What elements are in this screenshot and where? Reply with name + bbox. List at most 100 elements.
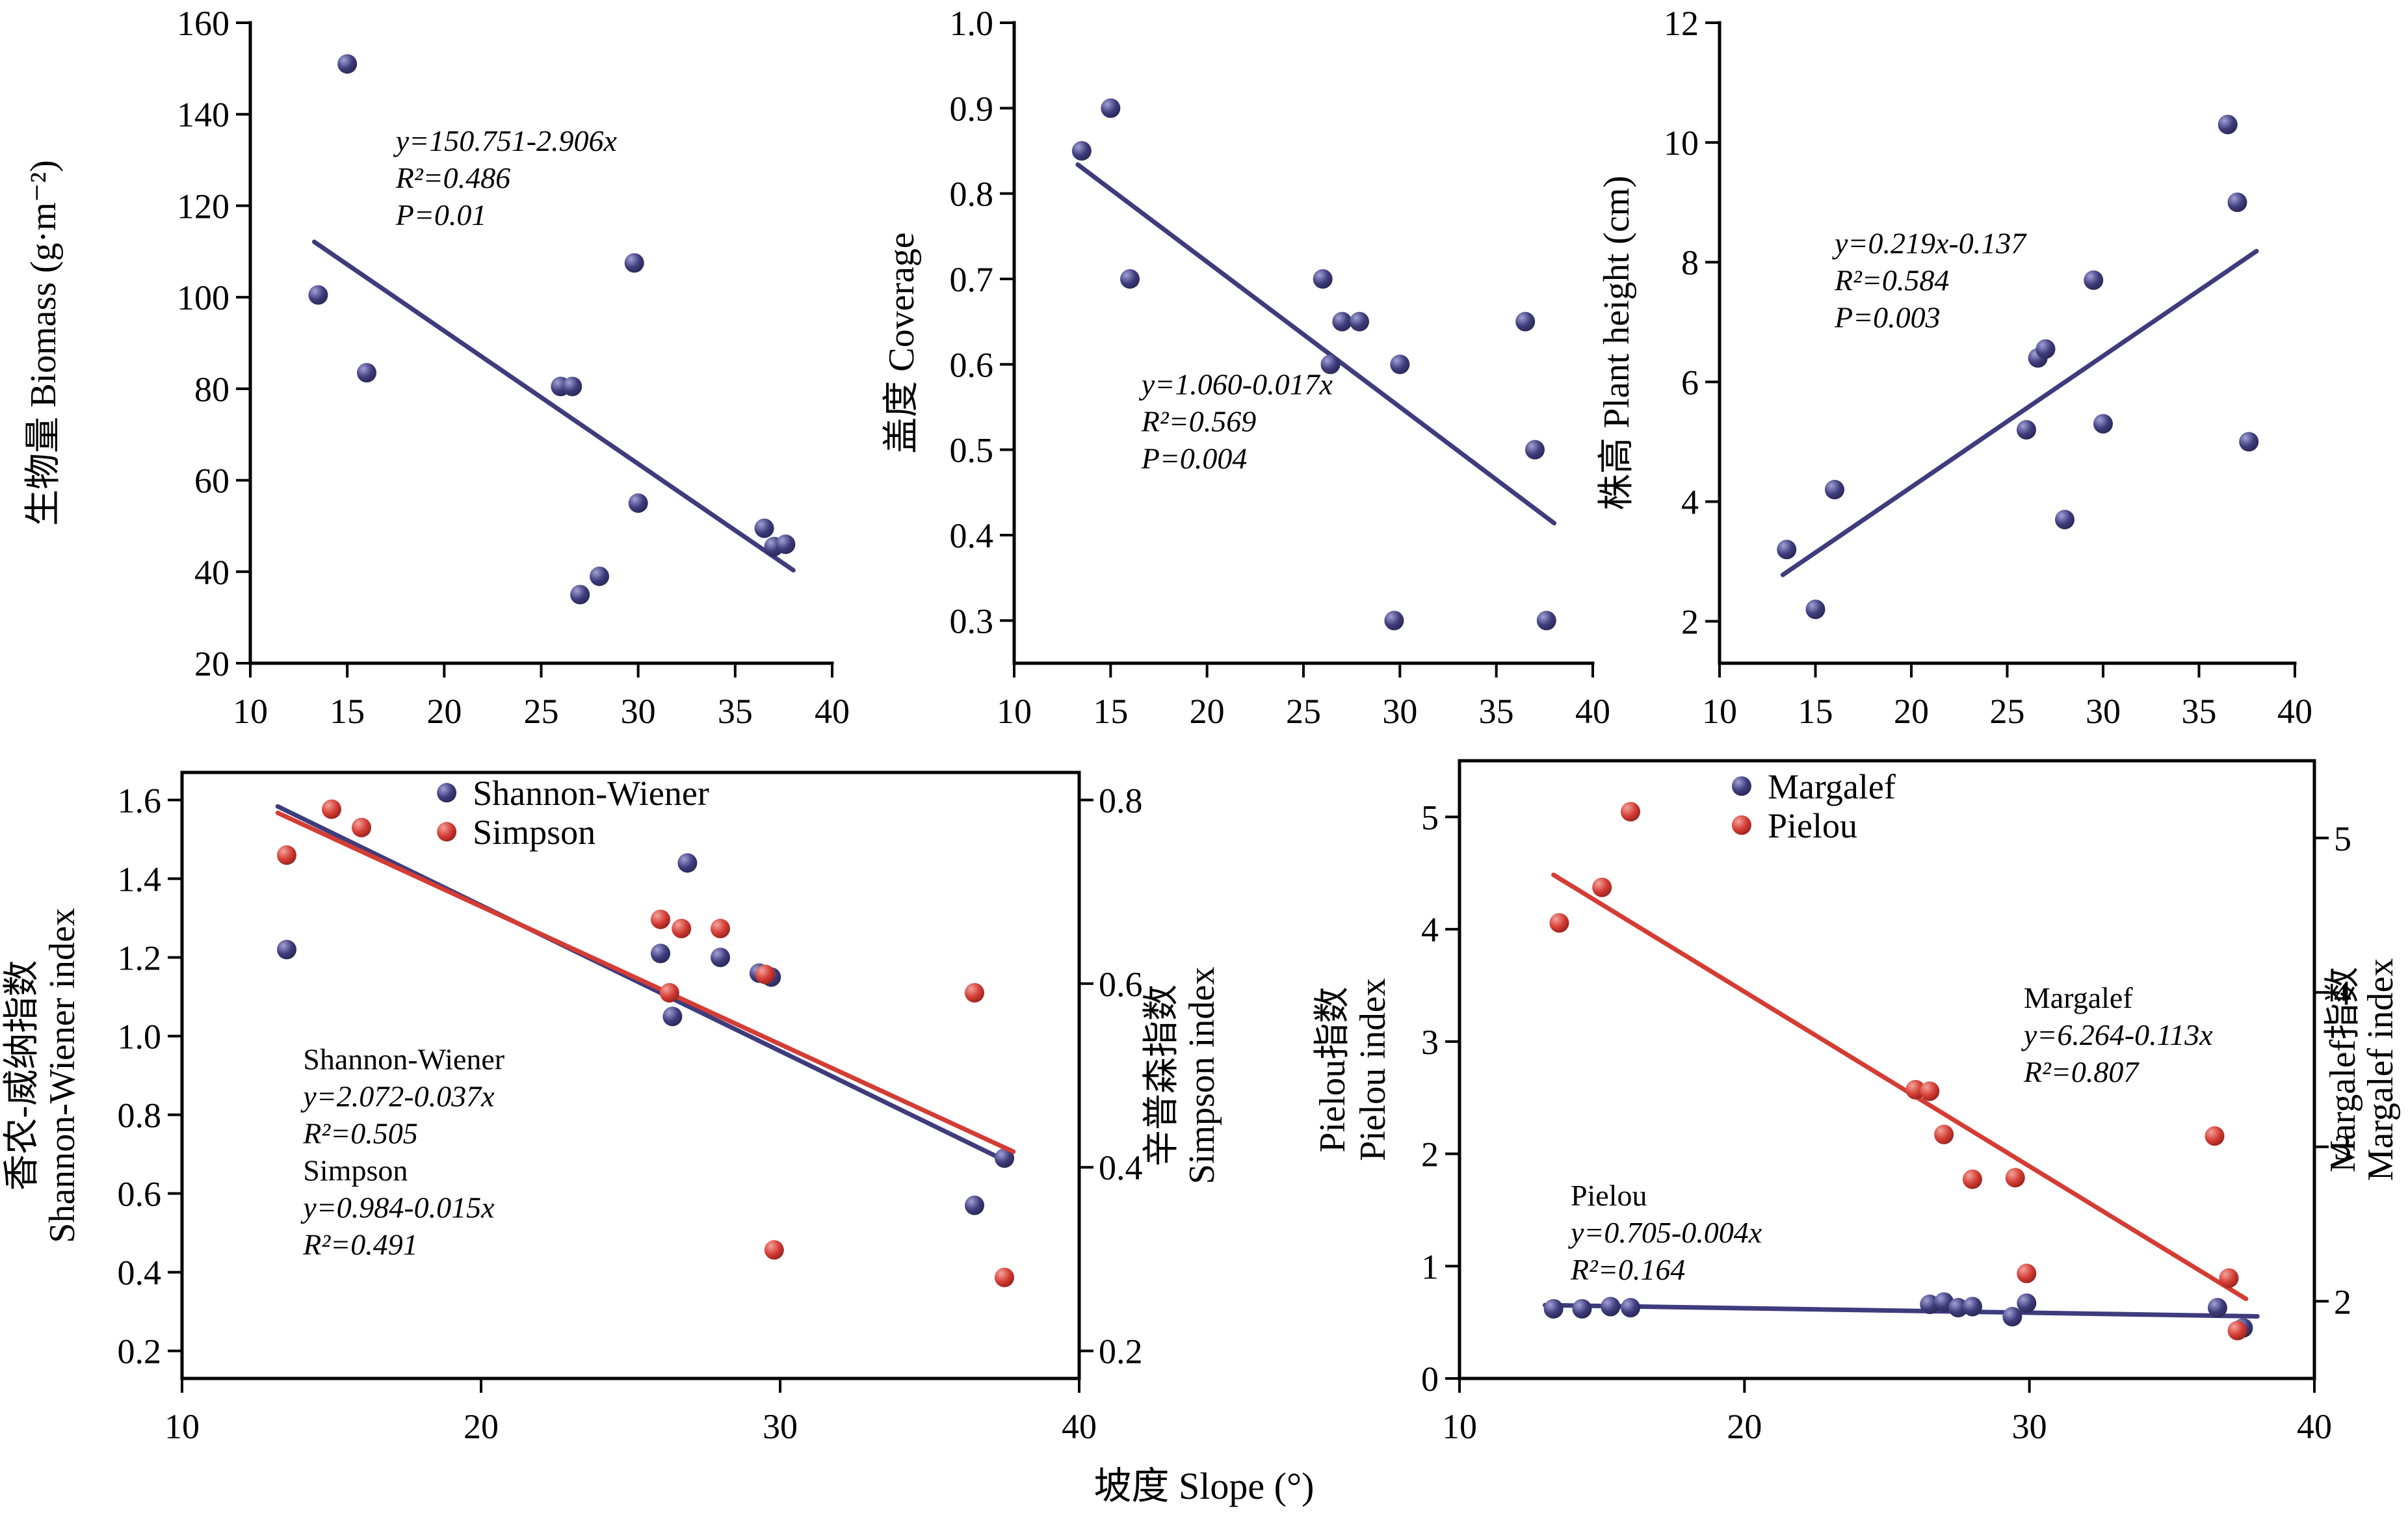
regression-line-pielou [1543,1302,2260,1319]
tick-label: 0.4 [118,1254,162,1293]
data-point [754,518,774,538]
data-point [2219,1268,2239,1288]
y2-axis-label: Simpson index [1182,967,1222,1184]
data-point [1071,141,1092,161]
data-point [2017,419,2036,440]
data-point [2218,114,2238,135]
tick-label: 40 [1062,1407,1097,1446]
data-point [1350,311,1370,332]
data-point [995,1148,1014,1168]
data-point [1384,611,1404,631]
tick-label: 30 [2012,1407,2047,1446]
tick-label: 100 [177,278,229,317]
tick-label: 8 [1681,243,1699,282]
data-point [1905,1079,1926,1100]
tick-label: 4 [2334,973,2351,1012]
tick-label: 0.6 [1099,965,1143,1004]
data-point [1101,98,1121,118]
tick-label: 2 [2334,1282,2351,1321]
data-point [1601,1297,1621,1317]
regression-line-simpson [275,810,1016,1154]
y-axis-label: Shannon-Wiener index [42,908,83,1243]
data-point [1963,1169,1982,1189]
data-point [2005,1168,2025,1188]
data-point [357,363,376,383]
data-point [1963,1297,1982,1317]
tick-label: 20 [426,692,462,731]
tick-label: 10 [164,1407,200,1446]
tick-label: 0.6 [950,345,994,384]
tick-label: 10 [997,692,1032,731]
data-point [776,534,796,555]
tick-label: 15 [330,692,365,731]
data-point [1120,269,1140,289]
tick-label: 35 [1479,692,1514,731]
tick-label: 25 [524,692,559,731]
annotation-line: R²=0.164 [1570,1253,1685,1286]
data-point [1805,599,1826,620]
data-point [2227,1321,2247,1341]
tick-label: 1.0 [950,4,994,43]
regression-line-biomass [311,239,796,573]
data-point [628,493,648,513]
tick-label: 160 [177,4,229,43]
x-axis-label: 坡度 Slope (°) [1093,1465,1315,1507]
tick-label: 10 [233,692,268,731]
legend-label: Pielou [1768,806,1857,845]
legend-label: Margalef [1768,767,1896,806]
shannon-simpson-vs-slope-plot: 10 20 30 400.20.40.60.81.01.21.41.60.20.40.… [2,771,1222,1446]
data-point [562,376,582,397]
tick-label: 40 [2297,1407,2332,1446]
data-point [1525,440,1545,460]
data-point [1390,354,1410,375]
legend-label: Simpson [473,813,595,852]
tick-label: 20 [1894,692,1929,731]
tick-label: 0 [1421,1360,1439,1399]
annotation-line: Shannon-Wiener [303,1043,504,1076]
annotation-line: R²=0.584 [1834,264,1949,297]
data-point [2239,432,2259,452]
annotation-line: R²=0.505 [302,1117,417,1150]
tick-label: 5 [2334,819,2351,858]
y-axis-label: Pielou指数 [1313,986,1353,1152]
y-axis-label: Pielou index [1353,978,1393,1161]
data-point [1920,1081,1940,1101]
data-point [672,919,692,939]
tick-label: 25 [1990,692,2025,731]
data-point [1934,1124,1954,1144]
regression-line-margalef [1551,872,2249,1302]
tick-label: 20 [194,644,229,683]
tick-label: 0.2 [118,1332,162,1371]
tick-label: 0.8 [118,1096,162,1135]
biomass-vs-slope-plot: 10 15 20 25 30 35 40 20 40 60 80 100 120 140 160 y=150.… [23,4,850,731]
tick-label: 15 [1093,692,1128,731]
legend-marker [437,822,457,842]
tick-label: 6 [1681,363,1699,402]
annotation-line: y=2.072-0.037x [300,1080,495,1113]
tick-label: 0.3 [950,601,994,640]
tick-label: 30 [621,692,656,731]
tick-label: 0.4 [950,516,994,555]
tick-label: 1.2 [118,938,162,977]
data-point [1515,311,1536,332]
data-point [711,947,730,968]
data-point [624,253,644,273]
data-point [277,940,296,960]
y-axis-label: 盖度 Coverage [882,232,922,454]
data-point [677,853,698,873]
tick-label: 80 [194,370,229,409]
tick-label: 0.2 [1099,1332,1143,1371]
data-point [965,1195,984,1215]
data-point [2093,414,2113,434]
tick-label: 10 [1664,124,1699,163]
tick-label: 30 [763,1407,798,1446]
annotation-line: y=0.219x-0.137 [1832,227,2027,260]
data-point [2205,1126,2225,1146]
data-point [277,845,296,865]
annotation-line: R²=0.569 [1141,404,1256,438]
data-point [570,585,590,605]
data-point [662,1007,683,1027]
data-point [2207,1298,2227,1318]
y2-axis-label: 辛普森指数 [1142,984,1182,1166]
